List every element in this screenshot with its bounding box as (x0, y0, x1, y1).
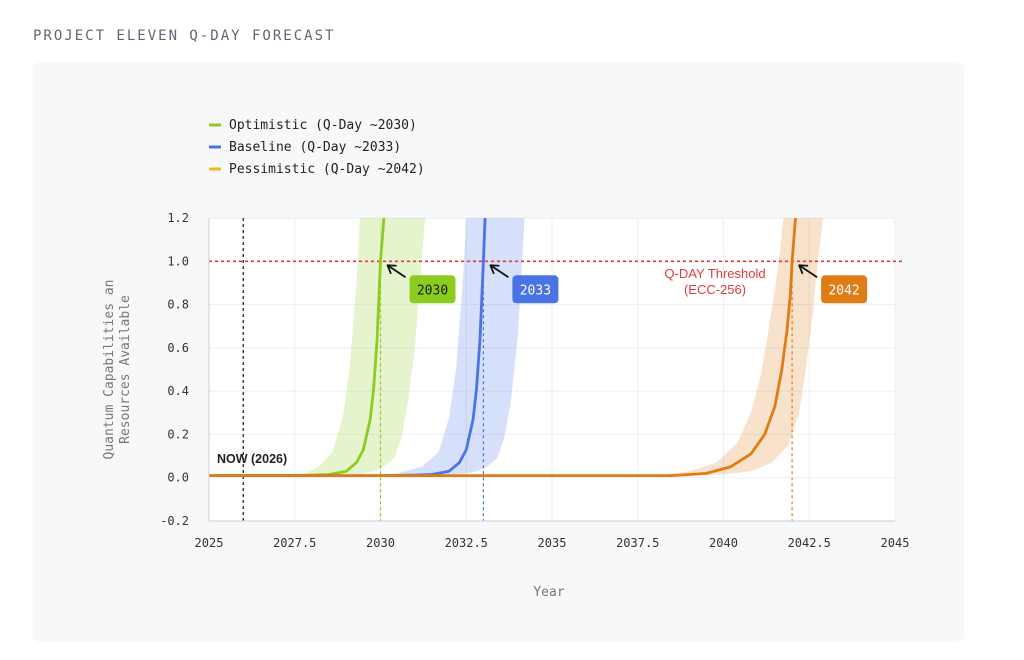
y-tick-label: 1.0 (167, 254, 189, 268)
arrow-head (386, 264, 397, 275)
y-axis-label-line: Quantum Capabilities an (102, 279, 117, 459)
arrow-shaft (798, 264, 818, 279)
arrow-shaft (489, 264, 509, 279)
x-tick-label: 2045 (881, 536, 910, 550)
y-tick-label: 1.2 (167, 211, 189, 225)
qday-badge-baseline (512, 275, 559, 304)
annotations: NOW (2026) Q-DAY Threshold (ECC-256) 2030 20… (217, 264, 868, 466)
x-tick-label: 2040 (709, 536, 738, 550)
x-axis-label: Year (533, 585, 564, 600)
qday-badge-label: 2033 (520, 283, 551, 298)
x-tick-label: 2042.5 (788, 536, 831, 550)
qday-badge-pessimistic (821, 275, 868, 304)
legend: Optimistic (Q-Day ~2030) Baseline (Q-Day … (209, 118, 425, 177)
x-tick-label: 2030 (366, 536, 395, 550)
x-tick-label: 2032.5 (445, 536, 488, 550)
y-tick-label: 0.6 (167, 341, 189, 355)
threshold-label-line: Q-DAY Threshold (664, 266, 765, 281)
series-lines (209, 218, 797, 477)
y-tick-label: -0.2 (160, 514, 189, 528)
qday-badge-label: 2042 (828, 283, 859, 298)
y-tick-label: 0.4 (167, 384, 189, 398)
qday-badge-optimistic (409, 275, 456, 304)
page-title: PROJECT ELEVEN Q-DAY FORECAST (33, 28, 336, 44)
reference-lines (209, 218, 903, 521)
x-tick-label: 2025 (195, 536, 224, 550)
y-tick-label: 0.0 (167, 471, 189, 485)
threshold-label-line: (ECC-256) (684, 282, 746, 297)
arrow-head (489, 264, 500, 275)
x-tick-label: 2035 (538, 536, 567, 550)
arrow-shaft (387, 264, 406, 279)
legend-label: Baseline (Q-Day ~2033) (229, 140, 401, 155)
qday-badge-label: 2030 (417, 283, 448, 298)
axes: 2025 2027.5 2030 2032.5 2035 2037.5 2040 2042.5… (102, 211, 909, 600)
series-line-pessimistic (209, 218, 797, 477)
band-pessimistic (209, 218, 823, 476)
threshold-label: Q-DAY Threshold (ECC-256) (664, 266, 765, 297)
legend-label: Pessimistic (Q-Day ~2042) (229, 162, 425, 177)
y-axis-label: Quantum Capabilities anResources Availab… (102, 279, 133, 459)
y-tick-label: 0.2 (167, 427, 189, 441)
arrow-head (798, 264, 809, 275)
x-tick-label: 2037.5 (616, 536, 659, 550)
y-tick-label: 0.8 (167, 298, 189, 312)
y-axis-label-line: Resources Available (118, 295, 133, 444)
band-baseline (209, 218, 525, 476)
legend-label: Optimistic (Q-Day ~2030) (229, 118, 417, 133)
now-label: NOW (2026) (217, 452, 287, 466)
x-tick-label: 2027.5 (273, 536, 316, 550)
